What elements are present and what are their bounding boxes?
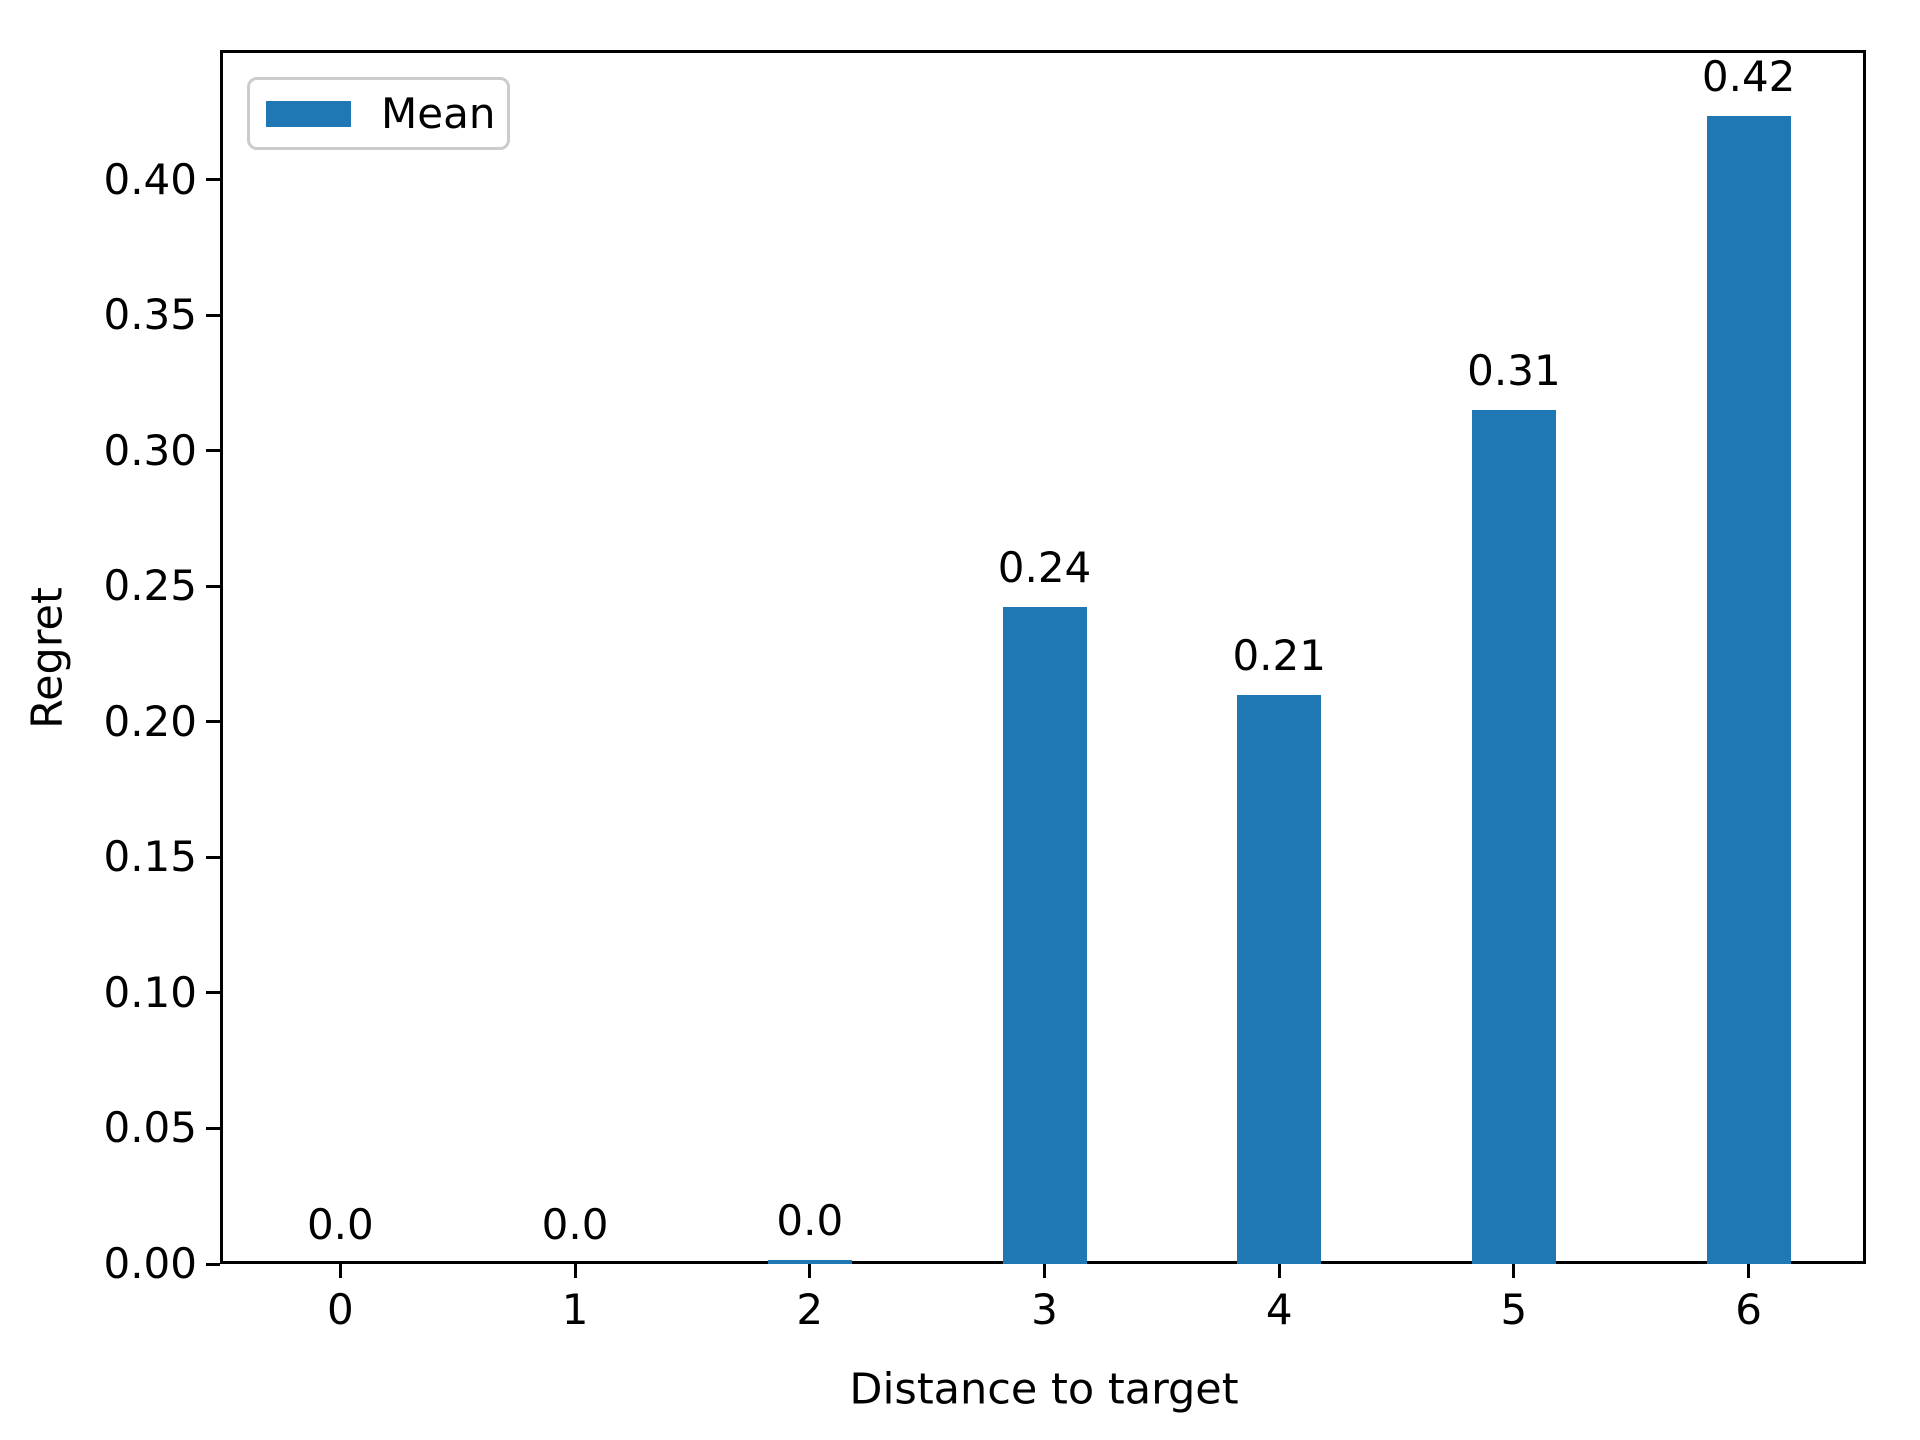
y-tick-label: 0.05 [103, 1103, 197, 1153]
bar-value-label: 0.0 [541, 1200, 609, 1249]
bar [1471, 410, 1556, 1264]
bar-value-label: 0.31 [1467, 346, 1561, 396]
bar-value-label: 0.0 [776, 1195, 844, 1245]
legend: Mean [247, 77, 510, 150]
bar-value-label: 0.24 [997, 542, 1092, 592]
x-tick-mark [338, 1264, 342, 1278]
y-axis-label: Regret [22, 587, 73, 729]
legend-label: Mean [381, 88, 496, 138]
y-tick-mark [206, 1262, 220, 1266]
bar-value-label: 0.21 [1232, 630, 1326, 680]
y-tick-label: 0.10 [103, 967, 197, 1017]
bar [1237, 694, 1322, 1264]
y-tick-mark [206, 1126, 220, 1130]
y-tick-label: 0.25 [103, 561, 197, 611]
y-tick-mark [206, 584, 220, 588]
legend-color-swatch [266, 100, 351, 127]
x-tick-label: 0 [326, 1285, 354, 1334]
x-tick-label: 1 [561, 1285, 589, 1334]
x-tick-label: 3 [1031, 1285, 1058, 1334]
y-tick-label: 0.20 [103, 696, 197, 746]
bar [1002, 606, 1087, 1264]
x-tick-mark [1512, 1264, 1516, 1278]
y-tick-label: 0.15 [103, 832, 197, 882]
x-tick-mark [808, 1264, 812, 1278]
x-axis-label: Distance to target [849, 1364, 1239, 1415]
x-tick-mark [1747, 1264, 1751, 1278]
y-tick-mark [206, 855, 220, 859]
y-tick-mark [206, 449, 220, 453]
x-tick-mark [573, 1264, 577, 1278]
y-tick-mark [206, 991, 220, 995]
x-tick-label: 2 [796, 1285, 824, 1334]
bar-value-label: 0.0 [306, 1200, 374, 1249]
x-tick-label: 6 [1735, 1285, 1763, 1334]
y-tick-label: 0.40 [103, 154, 197, 204]
x-tick-mark [1277, 1264, 1281, 1278]
x-tick-label: 4 [1265, 1285, 1293, 1334]
y-tick-mark [206, 720, 220, 724]
x-tick-label: 5 [1500, 1285, 1528, 1334]
y-tick-label: 0.30 [103, 425, 197, 475]
y-tick-mark [206, 178, 220, 182]
y-tick-label: 0.00 [103, 1239, 197, 1288]
bar [1706, 115, 1791, 1264]
x-tick-mark [1043, 1264, 1046, 1278]
bar-value-label: 0.42 [1701, 51, 1796, 101]
y-tick-label: 0.35 [103, 290, 197, 340]
bar [767, 1259, 852, 1264]
y-tick-mark [206, 313, 220, 317]
